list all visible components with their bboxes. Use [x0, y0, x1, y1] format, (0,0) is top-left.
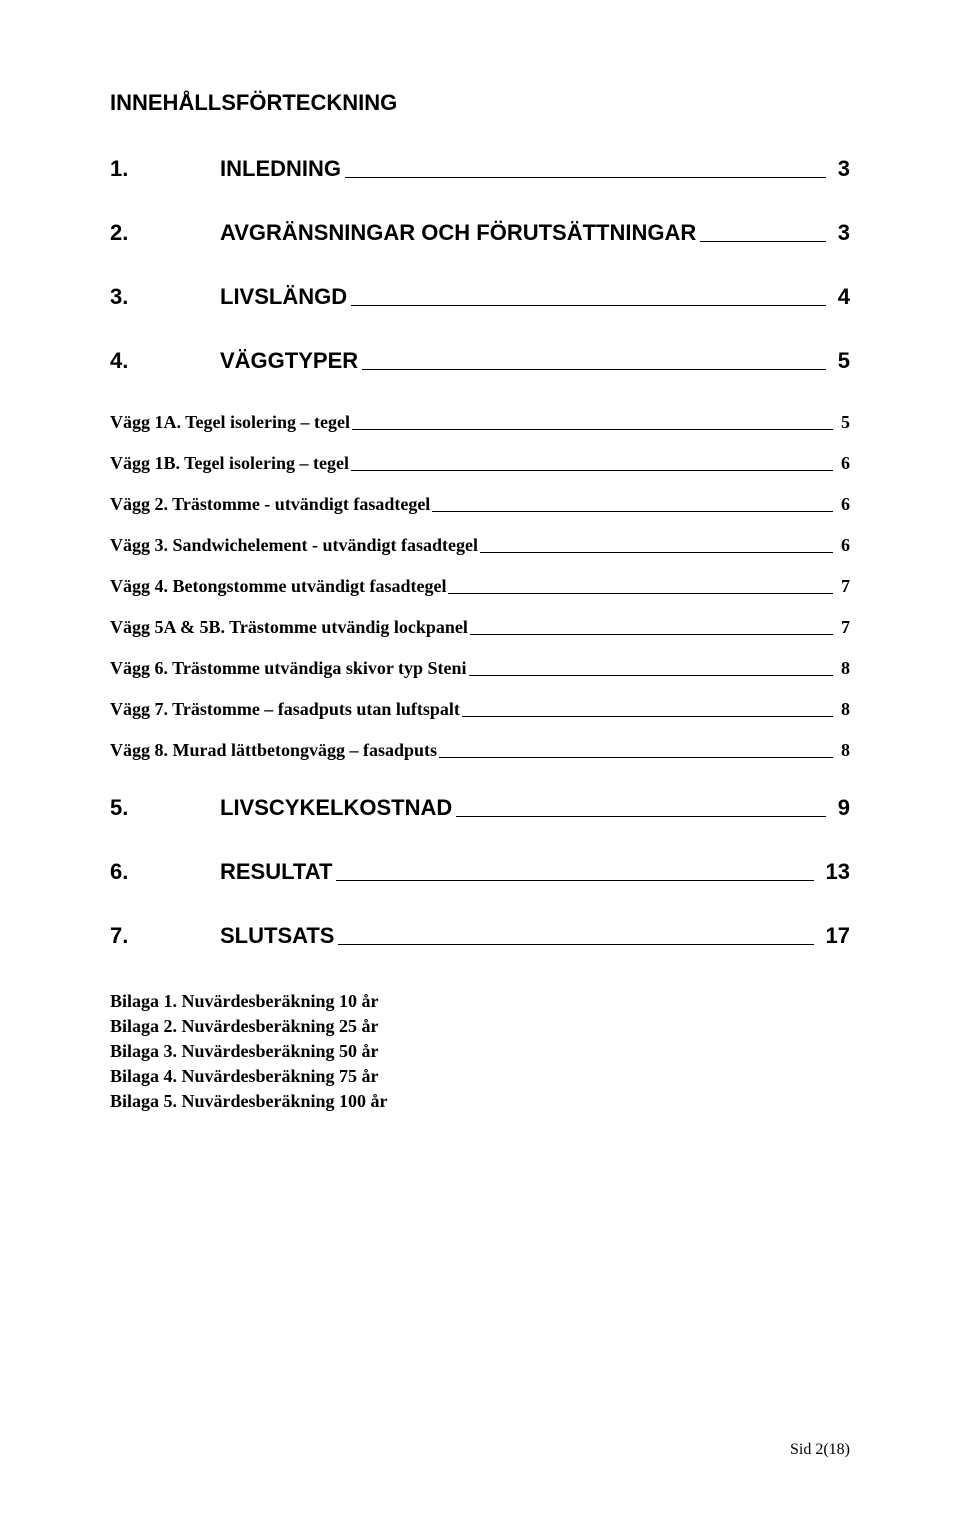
toc-leader	[345, 177, 826, 178]
toc-sub-label: Vägg 6. Trästomme utvändiga skivor typ S…	[110, 658, 469, 679]
toc-sub-page: 7	[837, 576, 850, 597]
toc-sub-page: 6	[837, 494, 850, 515]
toc-sub-page: 6	[837, 535, 850, 556]
toc-entry-level2: Vägg 1A. Tegel isolering – tegel 5	[110, 412, 850, 433]
appendix-line: Bilaga 2. Nuvärdesberäkning 25 år	[110, 1016, 850, 1037]
toc-sub-label: Vägg 4. Betongstomme utvändigt fasadtege…	[110, 576, 448, 597]
toc-entry-level1: 3.LIVSLÄNGD 4	[110, 284, 850, 310]
toc-number: 6.	[110, 859, 220, 885]
appendix-line: Bilaga 3. Nuvärdesberäkning 50 år	[110, 1041, 850, 1062]
appendix-line: Bilaga 4. Nuvärdesberäkning 75 år	[110, 1066, 850, 1087]
toc-number: 4.	[110, 348, 220, 374]
toc-label: SLUTSATS	[220, 923, 338, 949]
toc-sub-label: Vägg 1A. Tegel isolering – tegel	[110, 412, 352, 433]
toc-leader	[351, 470, 833, 471]
appendix-list: Bilaga 1. Nuvärdesberäkning 10 år Bilaga …	[110, 991, 850, 1112]
toc-leader	[439, 757, 833, 758]
page-title: INNEHÅLLSFÖRTECKNING	[110, 90, 850, 116]
toc-entry-level1: 5.LIVSCYKELKOSTNAD 9	[110, 795, 850, 821]
appendix-line: Bilaga 1. Nuvärdesberäkning 10 år	[110, 991, 850, 1012]
page-footer: Sid 2(18)	[790, 1441, 850, 1459]
toc-entry-level1: 2.AVGRÄNSNINGAR OCH FÖRUTSÄTTNINGAR 3	[110, 220, 850, 246]
appendix-line: Bilaga 5. Nuvärdesberäkning 100 år	[110, 1091, 850, 1112]
toc-label: AVGRÄNSNINGAR OCH FÖRUTSÄTTNINGAR	[220, 220, 700, 246]
toc-number: 2.	[110, 220, 220, 246]
toc-leader	[432, 511, 833, 512]
toc-label: RESULTAT	[220, 859, 336, 885]
toc-leader	[456, 816, 826, 817]
toc-sub-page: 7	[837, 617, 850, 638]
toc-label: LIVSCYKELKOSTNAD	[220, 795, 456, 821]
toc-sub-page: 8	[837, 699, 850, 720]
toc-leader	[362, 369, 826, 370]
toc-leader	[480, 552, 833, 553]
toc-entry-level1: 1.INLEDNING 3	[110, 156, 850, 182]
toc-label: LIVSLÄNGD	[220, 284, 351, 310]
toc-entry-level1: 7.SLUTSATS 17	[110, 923, 850, 949]
toc-sub-page: 6	[837, 453, 850, 474]
toc-leader	[469, 675, 833, 676]
toc-label: INLEDNING	[220, 156, 345, 182]
toc-label: VÄGGTYPER	[220, 348, 362, 374]
toc-sub-label: Vägg 8. Murad lättbetongvägg – fasadputs	[110, 740, 439, 761]
toc-entry-level1: 4.VÄGGTYPER 5	[110, 348, 850, 374]
toc-page: 3	[832, 156, 850, 182]
toc-sub-page: 8	[837, 740, 850, 761]
toc-sub-label: Vägg 7. Trästomme – fasadputs utan lufts…	[110, 699, 462, 720]
toc-page: 5	[832, 348, 850, 374]
toc-number: 1.	[110, 156, 220, 182]
toc-page: 9	[832, 795, 850, 821]
toc-entry-level2: Vägg 1B. Tegel isolering – tegel 6	[110, 453, 850, 474]
toc-number: 3.	[110, 284, 220, 310]
toc-page: 13	[820, 859, 850, 885]
toc-sub-label: Vägg 3. Sandwichelement - utvändigt fasa…	[110, 535, 480, 556]
toc-entry-level2: Vägg 4. Betongstomme utvändigt fasadtege…	[110, 576, 850, 597]
toc-sub-page: 5	[837, 412, 850, 433]
toc-leader	[700, 241, 826, 242]
toc-entry-level2: Vägg 6. Trästomme utvändiga skivor typ S…	[110, 658, 850, 679]
toc-page: 4	[832, 284, 850, 310]
toc-sub-label: Vägg 1B. Tegel isolering – tegel	[110, 453, 351, 474]
toc-leader	[352, 429, 833, 430]
toc-number: 7.	[110, 923, 220, 949]
toc-entry-level1: 6.RESULTAT 13	[110, 859, 850, 885]
toc-entry-level2: Vägg 5A & 5B. Trästomme utvändig lockpan…	[110, 617, 850, 638]
toc-leader	[338, 944, 813, 945]
toc-entry-level2: Vägg 8. Murad lättbetongvägg – fasadputs…	[110, 740, 850, 761]
toc-sub-label: Vägg 5A & 5B. Trästomme utvändig lockpan…	[110, 617, 470, 638]
toc-entry-level2: Vägg 3. Sandwichelement - utvändigt fasa…	[110, 535, 850, 556]
toc-entry-level2: Vägg 7. Trästomme – fasadputs utan lufts…	[110, 699, 850, 720]
toc-leader	[336, 880, 813, 881]
toc-page: 3	[832, 220, 850, 246]
toc-entry-level2: Vägg 2. Trästomme - utvändigt fasadtegel…	[110, 494, 850, 515]
toc-leader	[462, 716, 833, 717]
toc-number: 5.	[110, 795, 220, 821]
toc-leader	[448, 593, 833, 594]
toc-leader	[351, 305, 826, 306]
toc-container: 1.INLEDNING32.AVGRÄNSNINGAR OCH FÖRUTSÄT…	[110, 156, 850, 949]
toc-page: 17	[820, 923, 850, 949]
toc-sub-page: 8	[837, 658, 850, 679]
toc-leader	[470, 634, 833, 635]
toc-sub-label: Vägg 2. Trästomme - utvändigt fasadtegel	[110, 494, 432, 515]
